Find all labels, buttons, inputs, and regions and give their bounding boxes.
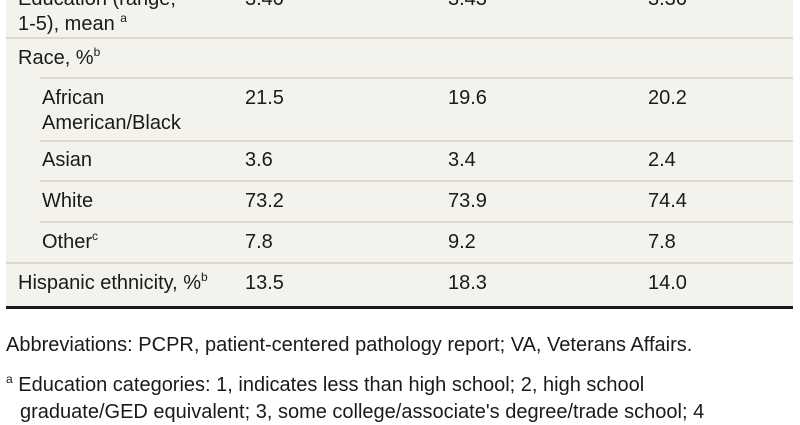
- row-divider: [40, 77, 793, 79]
- cell-value: 7.8: [245, 231, 273, 253]
- row-label: White: [42, 190, 94, 212]
- cell-value: 3.43: [448, 0, 487, 12]
- row-label: Asian: [42, 149, 93, 171]
- cell-value: 73.2: [245, 190, 284, 212]
- footnote-a-continued: graduate/GED equivalent; 3, some college…: [20, 401, 705, 423]
- row-label: Hispanic ethnicity, %b: [18, 270, 208, 294]
- row-label: Education (range,1-5), mean a: [18, 0, 176, 35]
- cell-value: 73.9: [448, 190, 487, 212]
- cell-value: 18.3: [448, 272, 487, 294]
- cell-value: 20.2: [648, 87, 687, 109]
- row-label: African American/Black: [42, 87, 181, 134]
- cell-value: 9.2: [448, 231, 476, 253]
- cell-value: 74.4: [648, 190, 687, 212]
- row-label: Race, %b: [18, 45, 101, 69]
- cell-value: 3.36: [648, 0, 687, 12]
- cell-value: 7.8: [648, 231, 676, 253]
- cell-value: 13.5: [245, 272, 284, 294]
- cell-value: 3.4: [448, 149, 476, 171]
- cell-value: 3.6: [245, 149, 273, 171]
- footnote-a: a Education categories: 1, indicates les…: [6, 372, 645, 396]
- row-label: Otherc: [42, 229, 99, 253]
- row-divider: [6, 262, 793, 264]
- row-divider: [40, 180, 793, 182]
- abbreviations-footnote: Abbreviations: PCPR, patient-centered pa…: [6, 334, 693, 356]
- row-divider: [40, 140, 793, 142]
- cell-value: 19.6: [448, 87, 487, 109]
- row-divider: [6, 37, 793, 39]
- cell-value: 14.0: [648, 272, 687, 294]
- row-divider: [40, 221, 793, 223]
- table-row-education: Education (range,1-5), mean a 3.40 3.43 …: [6, 0, 793, 38]
- cell-value: 2.4: [648, 149, 676, 171]
- cell-value: 3.40: [245, 0, 284, 12]
- cell-value: 21.5: [245, 87, 284, 109]
- demographics-table: Education (range,1-5), mean a 3.40 3.43 …: [6, 0, 793, 309]
